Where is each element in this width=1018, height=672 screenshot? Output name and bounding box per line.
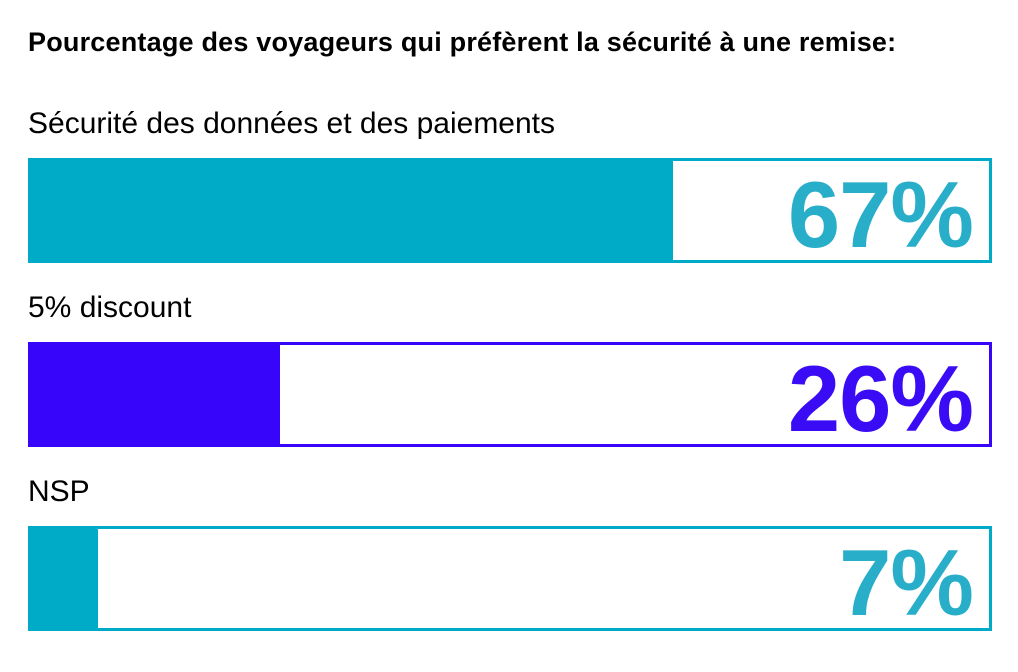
chart-title: Pourcentage des voyageurs qui préfèrent … [28,27,897,57]
bar-track: 7% [28,526,992,635]
bar-value: 67% [787,162,974,267]
bar-row: NSP 7% [28,474,992,635]
bar-value: 26% [787,346,974,451]
bar-value: 7% [839,530,974,635]
bar-fill [28,342,281,447]
bar-track: 26% [28,342,992,451]
bar-label: 5% discount [28,291,192,324]
chart-content: Pourcentage des voyageurs qui préfèrent … [28,27,992,635]
bar-track: 67% [28,158,992,267]
bar-row: Sécurité des données et des paiements 67… [28,106,992,267]
bar-row: 5% discount 26% [28,290,992,451]
bar-fill [28,158,673,263]
bar-label: Sécurité des données et des paiements [28,107,556,140]
bar-fill [28,526,99,631]
bar-label: NSP [28,475,90,508]
